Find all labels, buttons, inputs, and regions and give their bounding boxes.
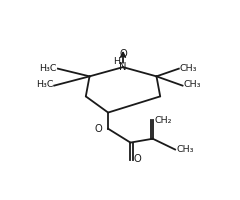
Text: H₃C: H₃C [39,64,57,73]
Text: O: O [133,154,141,164]
Text: H₃C: H₃C [36,80,53,89]
Text: CH₃: CH₃ [177,145,194,154]
Text: O: O [119,49,127,59]
Text: H: H [113,57,120,66]
Text: CH₃: CH₃ [183,80,201,89]
Text: N: N [119,62,127,72]
Text: CH₃: CH₃ [180,64,197,73]
Text: CH₂: CH₂ [155,116,172,125]
Text: O: O [95,124,102,134]
